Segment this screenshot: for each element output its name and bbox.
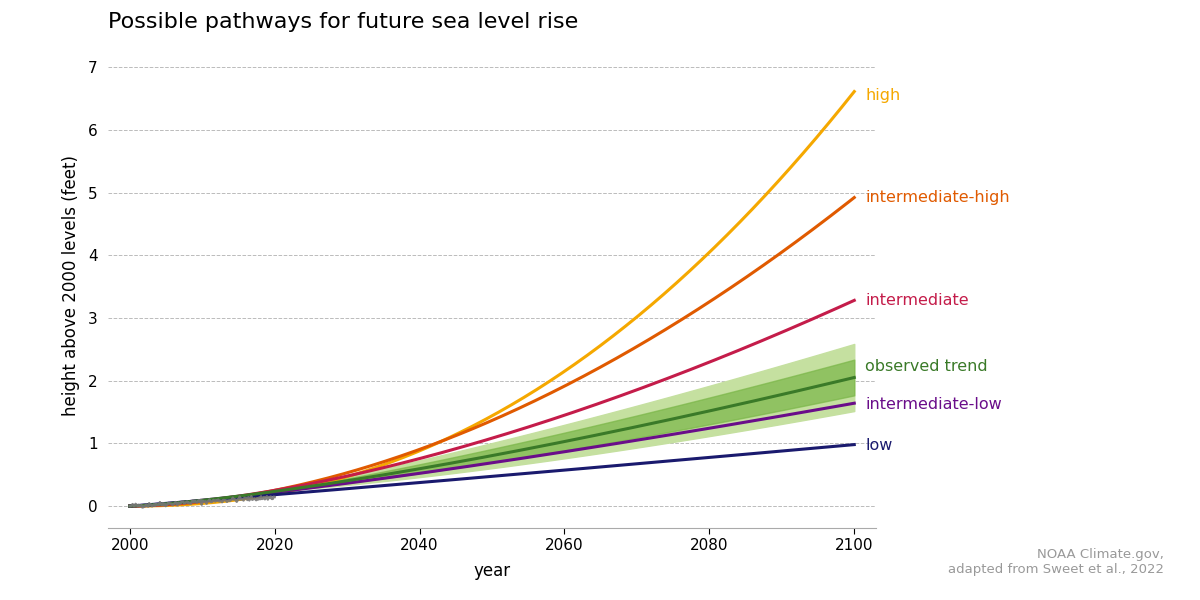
Text: observed trend: observed trend: [865, 359, 988, 374]
Text: low: low: [865, 439, 893, 454]
X-axis label: year: year: [474, 562, 510, 580]
Y-axis label: height above 2000 levels (feet): height above 2000 levels (feet): [61, 154, 79, 415]
Text: NOAA Climate.gov,
adapted from Sweet et al., 2022: NOAA Climate.gov, adapted from Sweet et …: [948, 548, 1164, 576]
Text: intermediate: intermediate: [865, 293, 968, 308]
Text: intermediate-low: intermediate-low: [865, 397, 1002, 412]
Text: high: high: [865, 88, 900, 103]
Text: intermediate-high: intermediate-high: [865, 190, 1009, 205]
Text: Possible pathways for future sea level rise: Possible pathways for future sea level r…: [108, 12, 578, 32]
